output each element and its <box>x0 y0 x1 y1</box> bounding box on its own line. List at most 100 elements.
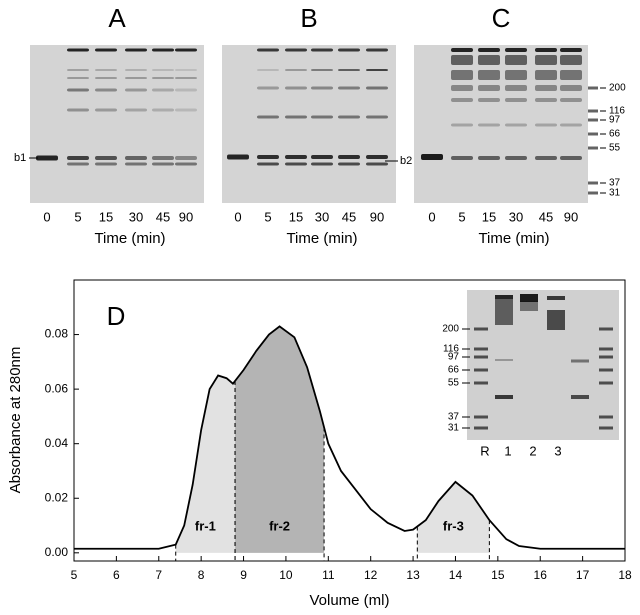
marker-band <box>588 132 598 136</box>
marker-label: 200 <box>609 83 626 94</box>
lane-label: 45 <box>156 209 170 224</box>
inset-marker-label: 200 <box>442 324 459 335</box>
x-tick-label: 6 <box>113 568 120 582</box>
fraction-label: fr-2 <box>269 518 290 533</box>
inset-marker-label: 66 <box>448 365 460 376</box>
inset-marker-band <box>599 355 613 359</box>
gel-band <box>175 108 197 112</box>
x-tick-label: 11 <box>322 568 335 582</box>
inset-marker-band <box>599 327 613 331</box>
gel-image <box>30 45 204 203</box>
fraction-fill <box>417 481 490 553</box>
inset-band <box>571 395 589 399</box>
gel-band <box>478 85 500 91</box>
gel-band <box>152 88 174 92</box>
gel-band <box>535 70 557 80</box>
gel-band <box>451 55 473 65</box>
gel-band <box>285 86 307 90</box>
lane-label: 0 <box>428 209 435 224</box>
gel-band <box>257 69 279 71</box>
gel-band <box>95 88 117 92</box>
gel-band <box>125 162 147 166</box>
gel-band <box>175 48 197 52</box>
inset-lane-label: R <box>480 443 489 458</box>
gel-band <box>311 69 333 71</box>
marker-label: 37 <box>609 178 621 189</box>
gel-band <box>67 77 89 79</box>
gel-band <box>285 48 307 52</box>
gel-band <box>285 69 307 71</box>
lane-label: 45 <box>539 209 553 224</box>
gel-label: B <box>300 3 317 33</box>
lane-label: 15 <box>289 209 303 224</box>
y-tick-label: 0.08 <box>45 327 69 341</box>
inset-band <box>495 359 513 361</box>
marker-band <box>588 146 598 150</box>
curve <box>74 325 625 550</box>
gel-band <box>311 155 333 159</box>
x-tick-label: 5 <box>71 568 78 582</box>
fraction-fill <box>175 375 236 553</box>
marker-band <box>588 109 598 113</box>
gel-band <box>505 156 527 160</box>
x-tick-label: 18 <box>618 568 632 582</box>
gel-band <box>560 123 582 127</box>
gel-band <box>95 156 117 160</box>
gel-band <box>451 123 473 127</box>
gel-band <box>535 98 557 102</box>
gel-band <box>560 55 582 65</box>
inset-marker-band <box>599 415 613 419</box>
inset-marker-label: 116 <box>443 344 459 355</box>
inset-marker-band <box>474 415 488 419</box>
x-tick-label: 15 <box>491 568 505 582</box>
lane-label: 30 <box>315 209 329 224</box>
y-tick-label: 0.04 <box>45 436 69 450</box>
gel-band <box>95 77 117 79</box>
gel-label: A <box>108 3 126 33</box>
lane-label: 0 <box>43 209 50 224</box>
inset-marker-label: 31 <box>448 423 460 434</box>
lane-label: 5 <box>458 209 465 224</box>
gel-axis-label: Time (min) <box>94 230 165 247</box>
gel-band <box>67 48 89 52</box>
gel-band <box>366 69 388 71</box>
gel-band <box>560 98 582 102</box>
gel-band <box>338 69 360 71</box>
gel-band <box>67 108 89 112</box>
gel-band <box>125 77 147 79</box>
gel-band <box>95 48 117 52</box>
inset-marker-band <box>474 327 488 331</box>
gel-band <box>560 70 582 80</box>
y-axis-label: Absorbance at 280nm <box>7 347 24 494</box>
gel-band <box>451 48 473 52</box>
gel-band <box>152 108 174 112</box>
gel-band <box>125 69 147 71</box>
gel-band <box>338 86 360 90</box>
band-label: b1 <box>14 152 26 164</box>
gel-band <box>560 48 582 52</box>
gel-band <box>152 69 174 71</box>
gel-band <box>152 162 174 166</box>
gel-band <box>257 162 279 166</box>
inset-band <box>520 294 538 302</box>
lane-label: 30 <box>129 209 143 224</box>
inset-marker-band <box>599 426 613 430</box>
x-tick-label: 12 <box>364 568 378 582</box>
gel-band <box>257 48 279 52</box>
gel-band <box>505 55 527 65</box>
gel-band <box>478 48 500 52</box>
gel-band <box>67 156 89 160</box>
inset-marker-label: 37 <box>448 412 460 423</box>
inset-marker-band <box>474 347 488 351</box>
gel-band <box>95 69 117 71</box>
lane-label: 15 <box>99 209 113 224</box>
gel-band <box>366 155 388 159</box>
inset-marker-band <box>474 381 488 385</box>
inset-band <box>547 310 565 330</box>
gel-band <box>535 85 557 91</box>
gel-band <box>505 123 527 127</box>
inset-marker-band <box>474 355 488 359</box>
inset-band <box>520 301 538 311</box>
x-tick-label: 16 <box>534 568 548 582</box>
